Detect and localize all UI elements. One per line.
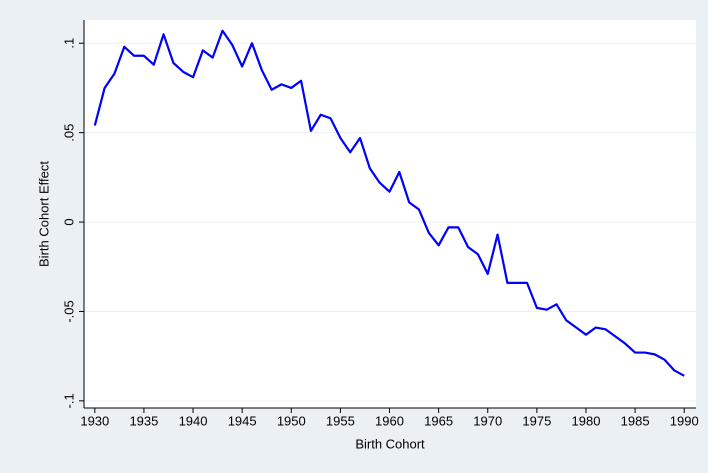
x-axis-title: Birth Cohort [355,436,425,451]
y-tick-label: -.1 [61,393,76,408]
data-line [93,29,685,377]
y-tick-label: .05 [61,124,76,142]
y-tick-label: -.05 [61,300,76,322]
x-tick-label: 1955 [326,413,355,428]
x-tick-label: 1960 [375,413,404,428]
plot-area [84,20,696,408]
x-tick-label: 1975 [522,413,551,428]
x-tick-label: 1930 [80,413,109,428]
y-tick-label: 0 [61,218,76,225]
x-tick-label: 1965 [424,413,453,428]
x-tick-label: 1950 [277,413,306,428]
x-tick-label: 1980 [572,413,601,428]
y-tick-label: .1 [61,38,76,49]
x-tick-label: 1990 [670,413,699,428]
x-tick-label: 1935 [129,413,158,428]
x-tick-label: 1945 [228,413,257,428]
x-tick-label: 1985 [621,413,650,428]
x-tick-label: 1970 [473,413,502,428]
x-tick-label: 1940 [179,413,208,428]
y-axis-title: Birth Cohort Effect [36,161,51,267]
